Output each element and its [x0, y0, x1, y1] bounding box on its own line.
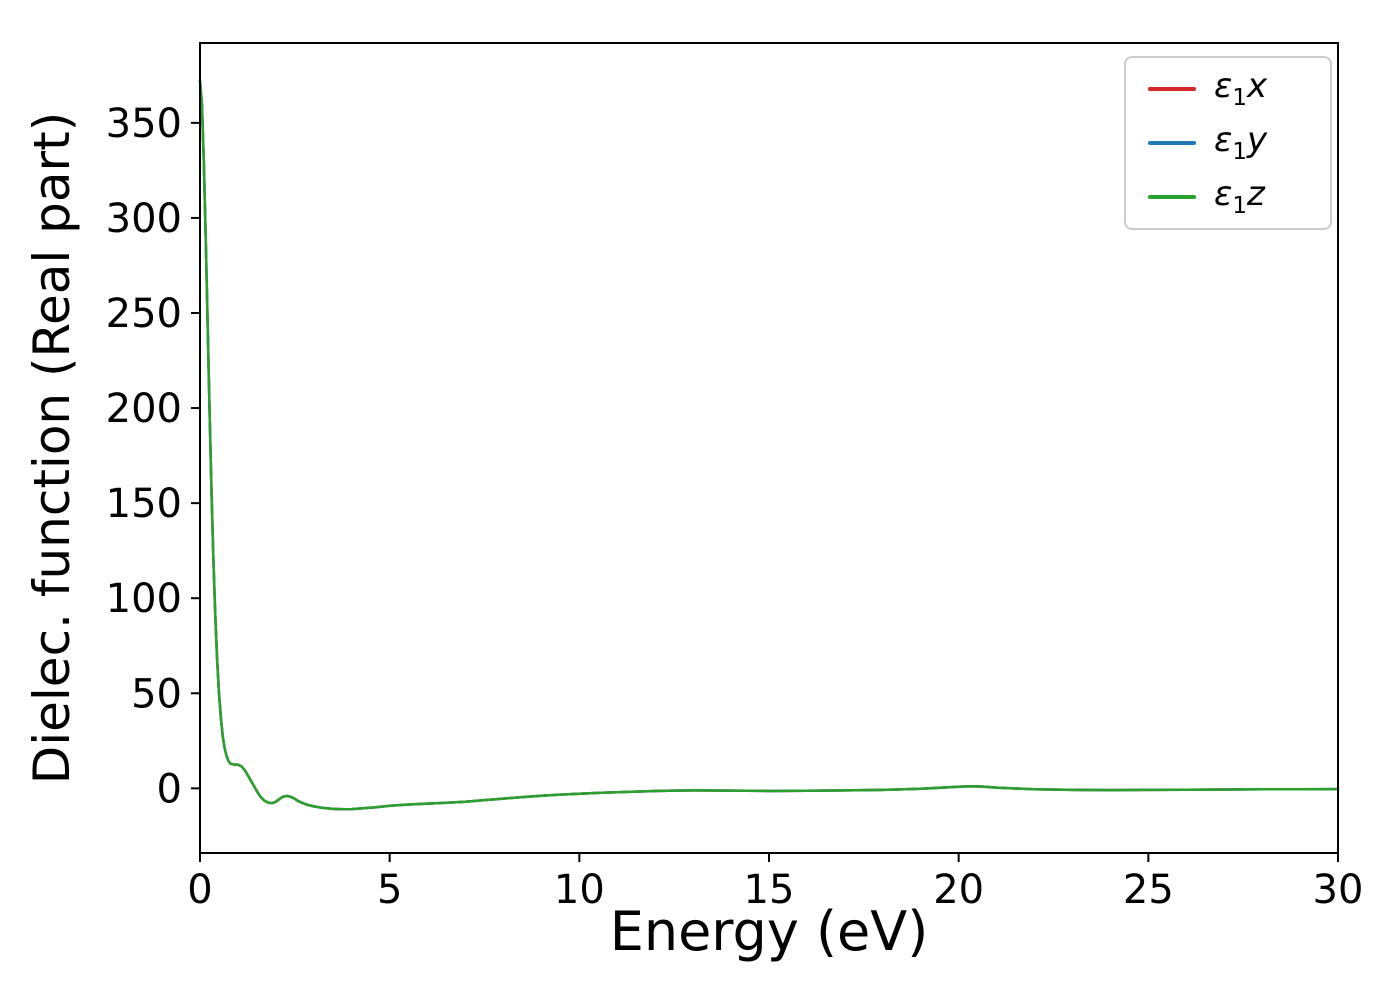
legend: ε1x ε1y ε1z — [1124, 56, 1332, 230]
epsilon-subscript: 1 — [1232, 192, 1248, 219]
svg-text:100: 100 — [106, 576, 182, 622]
epsilon-subscript: 1 — [1232, 138, 1248, 165]
legend-label-e1z: ε1z — [1214, 177, 1265, 218]
svg-text:0: 0 — [187, 867, 212, 913]
epsilon-symbol: ε — [1214, 65, 1233, 106]
epsilon-symbol: ε — [1214, 119, 1233, 160]
svg-text:30: 30 — [1313, 867, 1364, 913]
epsilon-symbol: ε — [1214, 173, 1233, 214]
svg-text:200: 200 — [106, 386, 182, 432]
y-axis-label: Dielec. function (Real part) — [23, 111, 81, 785]
legend-label-e1y: ε1y — [1214, 123, 1267, 164]
svg-text:350: 350 — [106, 101, 182, 147]
legend-line-swatch-e1x — [1148, 87, 1196, 91]
legend-item-e1z: ε1z — [1148, 176, 1308, 218]
legend-item-e1y: ε1y — [1148, 122, 1308, 164]
epsilon-subscript: 1 — [1232, 84, 1248, 111]
svg-text:5: 5 — [377, 867, 402, 913]
svg-text:300: 300 — [106, 196, 182, 242]
svg-text:20: 20 — [933, 867, 984, 913]
component-letter: x — [1247, 65, 1268, 106]
component-letter: y — [1247, 119, 1268, 160]
svg-text:50: 50 — [131, 671, 182, 717]
svg-text:10: 10 — [554, 867, 605, 913]
svg-text:250: 250 — [106, 291, 182, 337]
svg-text:15: 15 — [744, 867, 795, 913]
component-letter: z — [1247, 173, 1265, 214]
svg-text:0: 0 — [157, 766, 182, 812]
legend-label-e1x: ε1x — [1214, 69, 1267, 110]
legend-line-swatch-e1y — [1148, 141, 1196, 145]
svg-text:150: 150 — [106, 481, 182, 527]
legend-item-e1x: ε1x — [1148, 68, 1308, 110]
legend-line-swatch-e1z — [1148, 195, 1196, 199]
svg-text:25: 25 — [1123, 867, 1174, 913]
x-axis-label: Energy (eV) — [609, 900, 929, 963]
